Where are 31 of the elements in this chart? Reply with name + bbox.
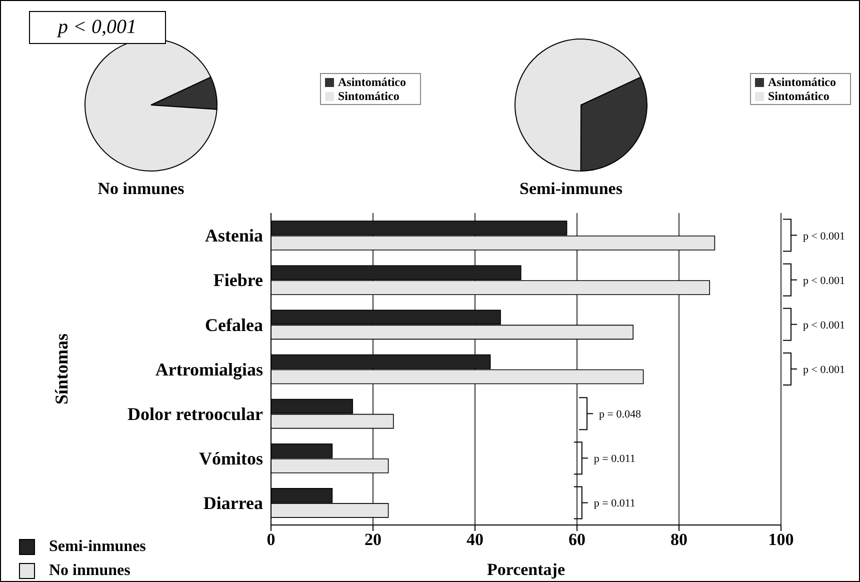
y-tick-label: Dolor retroocular (128, 404, 264, 424)
text: p < 0.001 (803, 319, 845, 332)
x-tick-label: 80 (670, 530, 688, 550)
x-tick-label: 60 (568, 530, 586, 550)
legend-label: No inmunes (48, 561, 132, 581)
y-tick-label: Astenia (205, 226, 263, 246)
y-tick-label: Artromialgias (155, 359, 263, 380)
x-tick-label: 100 (768, 530, 794, 550)
y-tick-label: Cefalea (205, 314, 263, 335)
legend-label: Semi-inmunes (48, 537, 146, 557)
text: p < 0,001 (29, 11, 166, 44)
annotation: p = 0.048 (599, 408, 642, 421)
text: p < 0.001 (803, 230, 845, 242)
x-tick-label: 0 (266, 530, 276, 550)
x-tick-label: 20 (364, 530, 382, 550)
legend-label: Asintomático (338, 74, 406, 88)
y-tick-label: Diarrea (203, 493, 263, 514)
legend-label: Sintomático (768, 88, 830, 102)
y-axis-title: Síntomas (51, 333, 72, 405)
text: p < 0.001 (803, 364, 845, 376)
y-tick-label: Vómitos (199, 448, 263, 469)
legend-label: Sintomático (338, 88, 400, 102)
legend-label: Asintomático (768, 74, 836, 88)
annotation: p = 0.011 (594, 498, 636, 510)
text: p < 0.001 (803, 274, 845, 287)
text: Semi-inmunes (518, 179, 624, 199)
text: No inmunes (96, 179, 186, 199)
y-tick-label: Fiebre (213, 270, 264, 290)
x-axis-title: Porcentaje (486, 560, 566, 579)
x-tick-label: 40 (466, 530, 484, 550)
annotation: p = 0.011 (594, 453, 636, 466)
